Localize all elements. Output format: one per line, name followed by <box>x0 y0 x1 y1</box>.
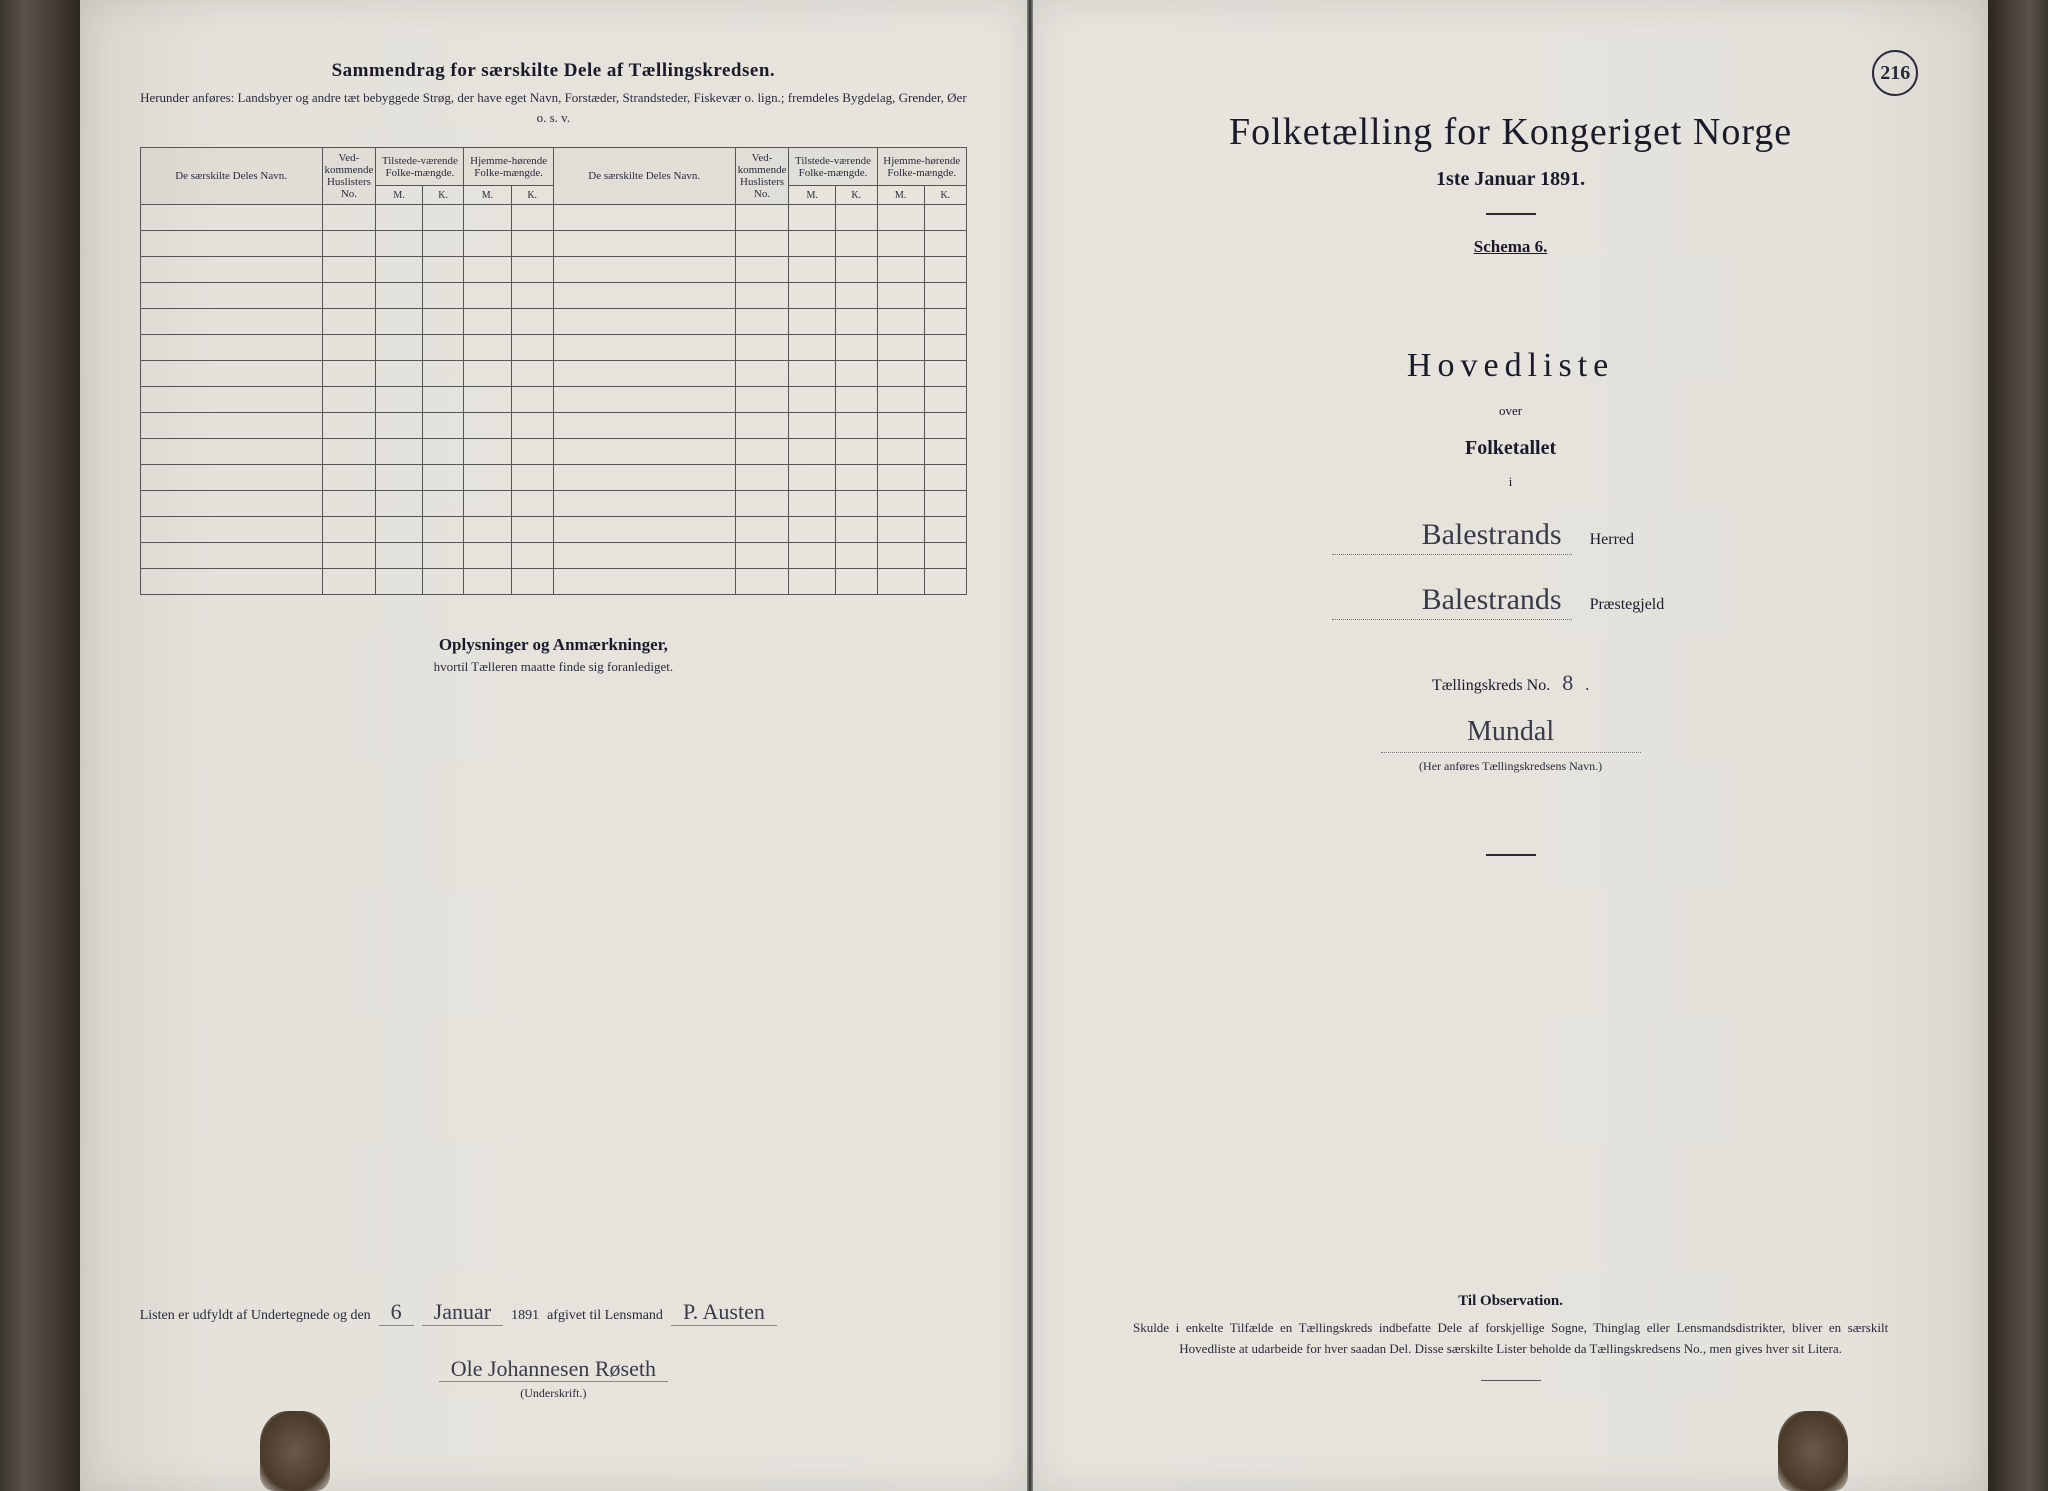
praestegjeld-row: Balestrands Præstegjeld <box>1093 583 1928 620</box>
kreds-dot: . <box>1585 677 1589 694</box>
book-clip-icon <box>260 1411 330 1491</box>
right-content: Folketælling for Kongeriget Norge 1ste J… <box>1093 50 1928 856</box>
table-body <box>140 205 966 595</box>
spine-right <box>1988 0 2048 1491</box>
mk: K. <box>924 186 966 205</box>
herred-row: Balestrands Herred <box>1093 518 1928 555</box>
table-row <box>140 465 966 491</box>
obs-text: Skulde i enkelte Tilfælde en Tællingskre… <box>1133 1318 1888 1360</box>
sig-mid: afgivet til Lensmand <box>547 1308 663 1324</box>
praeste-label: Præstegjeld <box>1590 596 1690 614</box>
book-clip-icon <box>1778 1411 1848 1491</box>
table-row <box>140 387 966 413</box>
over-label: over <box>1093 403 1928 419</box>
col-tilstede-2: Tilstede-værende Folke-mængde. <box>789 148 877 186</box>
herred-label: Herred <box>1590 531 1690 549</box>
kreds-caption: (Her anføres Tællingskredsens Navn.) <box>1093 759 1928 774</box>
table-row <box>140 543 966 569</box>
book-spread: Sammendrag for særskilte Dele af Tælling… <box>0 0 2048 1491</box>
left-subtitle: Herunder anføres: Landsbyer og andre tæt… <box>140 88 967 127</box>
kreds-label: Tællingskreds No. <box>1432 677 1550 694</box>
table-row <box>140 569 966 595</box>
sig-month: Januar <box>422 1299 503 1326</box>
left-title: Sammendrag for særskilte Dele af Tælling… <box>140 60 967 82</box>
main-title: Folketælling for Kongeriget Norge <box>1093 110 1928 154</box>
table-row <box>140 309 966 335</box>
col-tilstede-1: Tilstede-værende Folke-mængde. <box>376 148 464 186</box>
table-row <box>140 335 966 361</box>
table-row <box>140 517 966 543</box>
col-navn-2: De særskilte Deles Navn. <box>553 148 735 205</box>
table-row <box>140 361 966 387</box>
col-husliste-2: Ved-kommende Huslisters No. <box>735 148 789 205</box>
mk: M. <box>464 186 511 205</box>
kreds-row: Tællingskreds No. 8 . <box>1093 670 1928 696</box>
table-row <box>140 439 966 465</box>
herred-value: Balestrands <box>1332 518 1572 555</box>
notes-subtitle: hvortil Tælleren maatte finde sig foranl… <box>140 659 967 675</box>
sig-year: 1891 <box>511 1308 539 1324</box>
col-husliste-1: Ved-kommende Huslisters No. <box>322 148 376 205</box>
left-page: Sammendrag for særskilte Dele af Tælling… <box>80 0 1027 1491</box>
mk: K. <box>511 186 553 205</box>
summary-table: De særskilte Deles Navn. Ved-kommende Hu… <box>140 147 967 595</box>
kreds-no: 8 <box>1554 670 1581 695</box>
mk: K. <box>835 186 877 205</box>
mk: M. <box>877 186 924 205</box>
date-line: 1ste Januar 1891. <box>1093 168 1928 191</box>
spine-left <box>0 0 80 1491</box>
col-navn-1: De særskilte Deles Navn. <box>140 148 322 205</box>
observation-block: Til Observation. Skulde i enkelte Tilfæl… <box>1133 1293 1888 1381</box>
page-number: 216 <box>1872 50 1918 96</box>
sig-caption: (Underskrift.) <box>140 1386 967 1401</box>
folketallet-label: Folketallet <box>1093 437 1928 460</box>
table-row <box>140 231 966 257</box>
kreds-name: Mundal <box>1381 716 1641 753</box>
mk: M. <box>376 186 422 205</box>
i-label: i <box>1093 474 1928 490</box>
divider-icon <box>1486 854 1536 856</box>
right-page: 216 Folketælling for Kongeriget Norge 1s… <box>1033 0 1988 1491</box>
col-hjemme-2: Hjemme-hørende Folke-mængde. <box>877 148 966 186</box>
table-row <box>140 283 966 309</box>
sig-day: 6 <box>379 1299 414 1326</box>
mk: M. <box>789 186 835 205</box>
obs-title: Til Observation. <box>1133 1293 1888 1310</box>
divider-icon <box>1481 1380 1541 1381</box>
table-row <box>140 413 966 439</box>
table-row <box>140 257 966 283</box>
sig-prefix: Listen er udfyldt af Undertegnede og den <box>140 1308 371 1324</box>
divider-icon <box>1486 213 1536 215</box>
hovedliste-title: Hovedliste <box>1093 347 1928 385</box>
table-row <box>140 491 966 517</box>
table-row <box>140 205 966 231</box>
schema-label: Schema 6. <box>1093 237 1928 257</box>
mk: K. <box>422 186 464 205</box>
col-hjemme-1: Hjemme-hørende Folke-mængde. <box>464 148 553 186</box>
notes-title: Oplysninger og Anmærkninger, <box>140 635 967 655</box>
praeste-value: Balestrands <box>1332 583 1572 620</box>
sig-name: Ole Johannesen Røseth <box>439 1356 668 1382</box>
sig-lensmand: P. Austen <box>671 1299 777 1326</box>
signature-block: Listen er udfyldt af Undertegnede og den… <box>140 1299 967 1401</box>
